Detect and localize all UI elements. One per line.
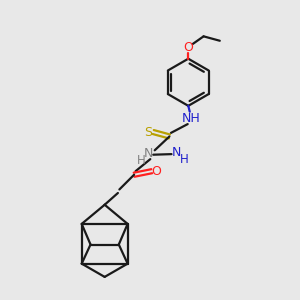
Text: O: O (151, 165, 161, 178)
Text: NH: NH (181, 112, 200, 125)
Text: S: S (144, 125, 152, 139)
Text: H: H (179, 153, 188, 166)
Text: O: O (183, 41, 193, 54)
Text: H: H (136, 154, 145, 166)
Text: N: N (143, 147, 153, 160)
Text: N: N (172, 146, 182, 159)
